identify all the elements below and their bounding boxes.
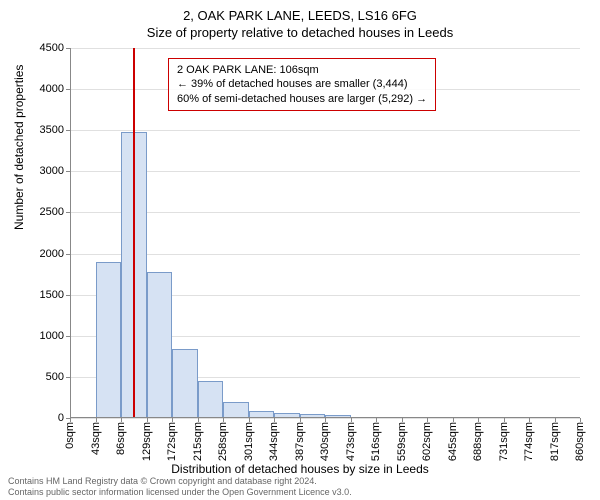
- x-tick-mark: [555, 418, 556, 422]
- x-tick-mark: [504, 418, 505, 422]
- x-tick-mark: [427, 418, 428, 422]
- chart-title-main: 2, OAK PARK LANE, LEEDS, LS16 6FG: [0, 0, 600, 23]
- x-tick-label: 602sqm: [421, 418, 433, 461]
- gridline: [70, 212, 580, 213]
- x-tick-mark: [147, 418, 148, 422]
- x-tick-label: 688sqm: [472, 418, 484, 461]
- annotation-line: 2 OAK PARK LANE: 106sqm: [177, 63, 427, 77]
- histogram-bar: [198, 381, 224, 418]
- x-tick-label: 258sqm: [217, 418, 229, 461]
- chart-plot-area: 0500100015002000250030003500400045000sqm…: [70, 48, 580, 418]
- x-tick-mark: [325, 418, 326, 422]
- x-tick-label: 473sqm: [345, 418, 357, 461]
- x-tick-label: 43sqm: [90, 418, 102, 455]
- y-axis-label: Number of detached properties: [12, 65, 26, 230]
- x-tick-label: 215sqm: [192, 418, 204, 461]
- x-tick-label: 645sqm: [447, 418, 459, 461]
- x-tick-label: 817sqm: [549, 418, 561, 461]
- x-tick-label: 731sqm: [498, 418, 510, 461]
- gridline: [70, 48, 580, 49]
- x-tick-mark: [249, 418, 250, 422]
- x-tick-mark: [172, 418, 173, 422]
- histogram-bar: [172, 349, 198, 418]
- annotation-line: ← 39% of detached houses are smaller (3,…: [177, 77, 427, 91]
- x-tick-mark: [300, 418, 301, 422]
- footer-attribution: Contains HM Land Registry data © Crown c…: [8, 476, 352, 498]
- x-tick-label: 430sqm: [319, 418, 331, 461]
- annotation-box: 2 OAK PARK LANE: 106sqm← 39% of detached…: [168, 58, 436, 111]
- x-tick-mark: [478, 418, 479, 422]
- x-tick-mark: [70, 418, 71, 422]
- y-axis-line: [70, 48, 71, 418]
- x-tick-label: 860sqm: [574, 418, 586, 461]
- x-tick-mark: [376, 418, 377, 422]
- x-axis-label: Distribution of detached houses by size …: [0, 462, 600, 476]
- footer-line: Contains public sector information licen…: [8, 487, 352, 498]
- x-tick-mark: [96, 418, 97, 422]
- x-tick-label: 774sqm: [523, 418, 535, 461]
- x-tick-mark: [453, 418, 454, 422]
- gridline: [70, 171, 580, 172]
- histogram-bar: [223, 402, 249, 418]
- property-marker-line: [133, 48, 135, 418]
- x-tick-label: 387sqm: [294, 418, 306, 461]
- x-tick-mark: [580, 418, 581, 422]
- x-tick-label: 516sqm: [370, 418, 382, 461]
- x-tick-mark: [402, 418, 403, 422]
- x-tick-label: 559sqm: [396, 418, 408, 461]
- x-tick-label: 344sqm: [268, 418, 280, 461]
- x-tick-label: 301sqm: [243, 418, 255, 461]
- annotation-line: 60% of semi-detached houses are larger (…: [177, 92, 427, 106]
- histogram-bar: [96, 262, 122, 418]
- x-tick-mark: [274, 418, 275, 422]
- histogram-bar: [147, 272, 173, 418]
- gridline: [70, 254, 580, 255]
- x-tick-label: 129sqm: [141, 418, 153, 461]
- x-tick-label: 0sqm: [64, 418, 76, 449]
- x-tick-label: 86sqm: [115, 418, 127, 455]
- x-tick-label: 172sqm: [166, 418, 178, 461]
- footer-line: Contains HM Land Registry data © Crown c…: [8, 476, 352, 487]
- x-tick-mark: [223, 418, 224, 422]
- x-tick-mark: [198, 418, 199, 422]
- gridline: [70, 130, 580, 131]
- x-tick-mark: [529, 418, 530, 422]
- x-axis-line: [70, 417, 580, 418]
- x-tick-mark: [121, 418, 122, 422]
- chart-title-sub: Size of property relative to detached ho…: [0, 23, 600, 40]
- x-tick-mark: [351, 418, 352, 422]
